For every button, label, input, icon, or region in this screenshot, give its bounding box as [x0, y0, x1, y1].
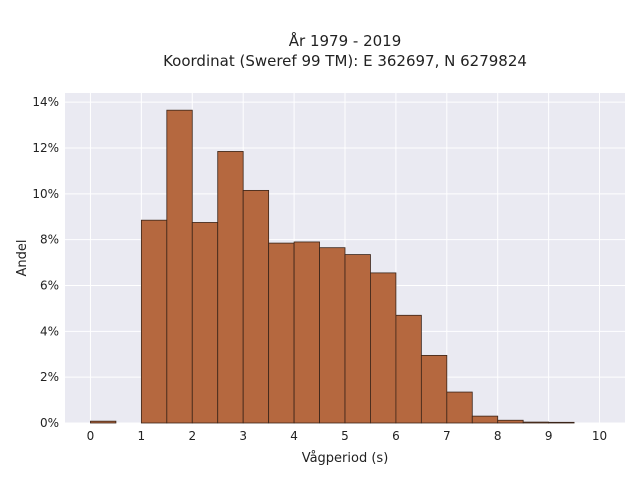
- x-tick-label: 8: [494, 429, 502, 443]
- histogram-bar: [293, 241, 320, 424]
- histogram-bar: [268, 242, 295, 424]
- y-tick-label: 2%: [40, 370, 59, 384]
- y-tick-label: 6%: [40, 279, 59, 293]
- x-tick-label: 2: [188, 429, 196, 443]
- histogram-bar: [446, 391, 473, 424]
- histogram-bar: [344, 254, 371, 424]
- x-tick-label: 9: [545, 429, 553, 443]
- histogram-bar: [522, 421, 550, 424]
- histogram-bar: [217, 151, 244, 424]
- x-tick-label: 4: [290, 429, 298, 443]
- x-axis-ticks: 0 1 2 3 4 5 6 7 8 9 10: [87, 429, 608, 443]
- histogram-bar: [90, 420, 117, 424]
- x-tick-label: 6: [392, 429, 400, 443]
- histogram-bar: [395, 314, 422, 424]
- x-tick-label: 3: [239, 429, 247, 443]
- histogram-bar: [140, 219, 168, 424]
- x-tick-label: 10: [592, 429, 607, 443]
- x-tick-label: 5: [341, 429, 349, 443]
- histogram-bar: [191, 222, 219, 424]
- histogram-bar: [370, 272, 397, 424]
- x-tick-label: 1: [138, 429, 146, 443]
- chart-title-line-1: År 1979 - 2019: [289, 31, 402, 50]
- y-axis-label: Andel: [15, 240, 30, 277]
- bars: [90, 109, 575, 424]
- x-tick-label: 0: [87, 429, 95, 443]
- x-tick-label: 7: [443, 429, 451, 443]
- y-axis-ticks: 0% 2% 4% 6% 8% 10% 12% 14%: [32, 95, 59, 430]
- histogram-bar: [471, 415, 499, 424]
- y-tick-label: 10%: [32, 187, 59, 201]
- histogram-bar: [166, 109, 193, 424]
- y-tick-label: 4%: [40, 324, 59, 338]
- histogram-bar: [497, 419, 524, 424]
- chart-title-line-2: Koordinat (Sweref 99 TM): E 362697, N 62…: [163, 52, 527, 70]
- histogram-bar: [548, 421, 575, 424]
- y-tick-label: 12%: [32, 141, 59, 155]
- histogram-bar: [420, 354, 448, 424]
- y-tick-label: 8%: [40, 233, 59, 247]
- histogram-bar: [319, 247, 346, 424]
- y-tick-label: 14%: [32, 95, 59, 109]
- x-axis-label: Vågperiod (s): [302, 451, 389, 466]
- histogram-bar: [242, 189, 270, 424]
- y-tick-label: 0%: [40, 416, 59, 430]
